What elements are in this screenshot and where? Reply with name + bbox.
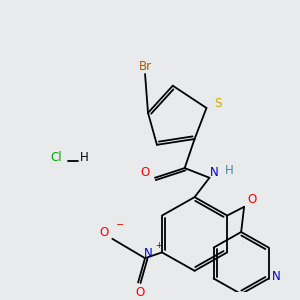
Text: O: O — [248, 193, 257, 206]
Text: +: + — [155, 241, 162, 250]
Text: H: H — [225, 164, 234, 178]
Text: N: N — [144, 247, 152, 260]
Text: −: − — [116, 220, 124, 230]
Text: Cl: Cl — [50, 151, 62, 164]
Text: S: S — [215, 97, 222, 110]
Text: N: N — [210, 167, 219, 179]
Text: N: N — [272, 270, 281, 283]
Text: O: O — [140, 167, 150, 179]
Text: Br: Br — [139, 60, 152, 73]
Text: O: O — [136, 286, 145, 298]
Text: H: H — [80, 151, 89, 164]
Text: O: O — [100, 226, 109, 238]
